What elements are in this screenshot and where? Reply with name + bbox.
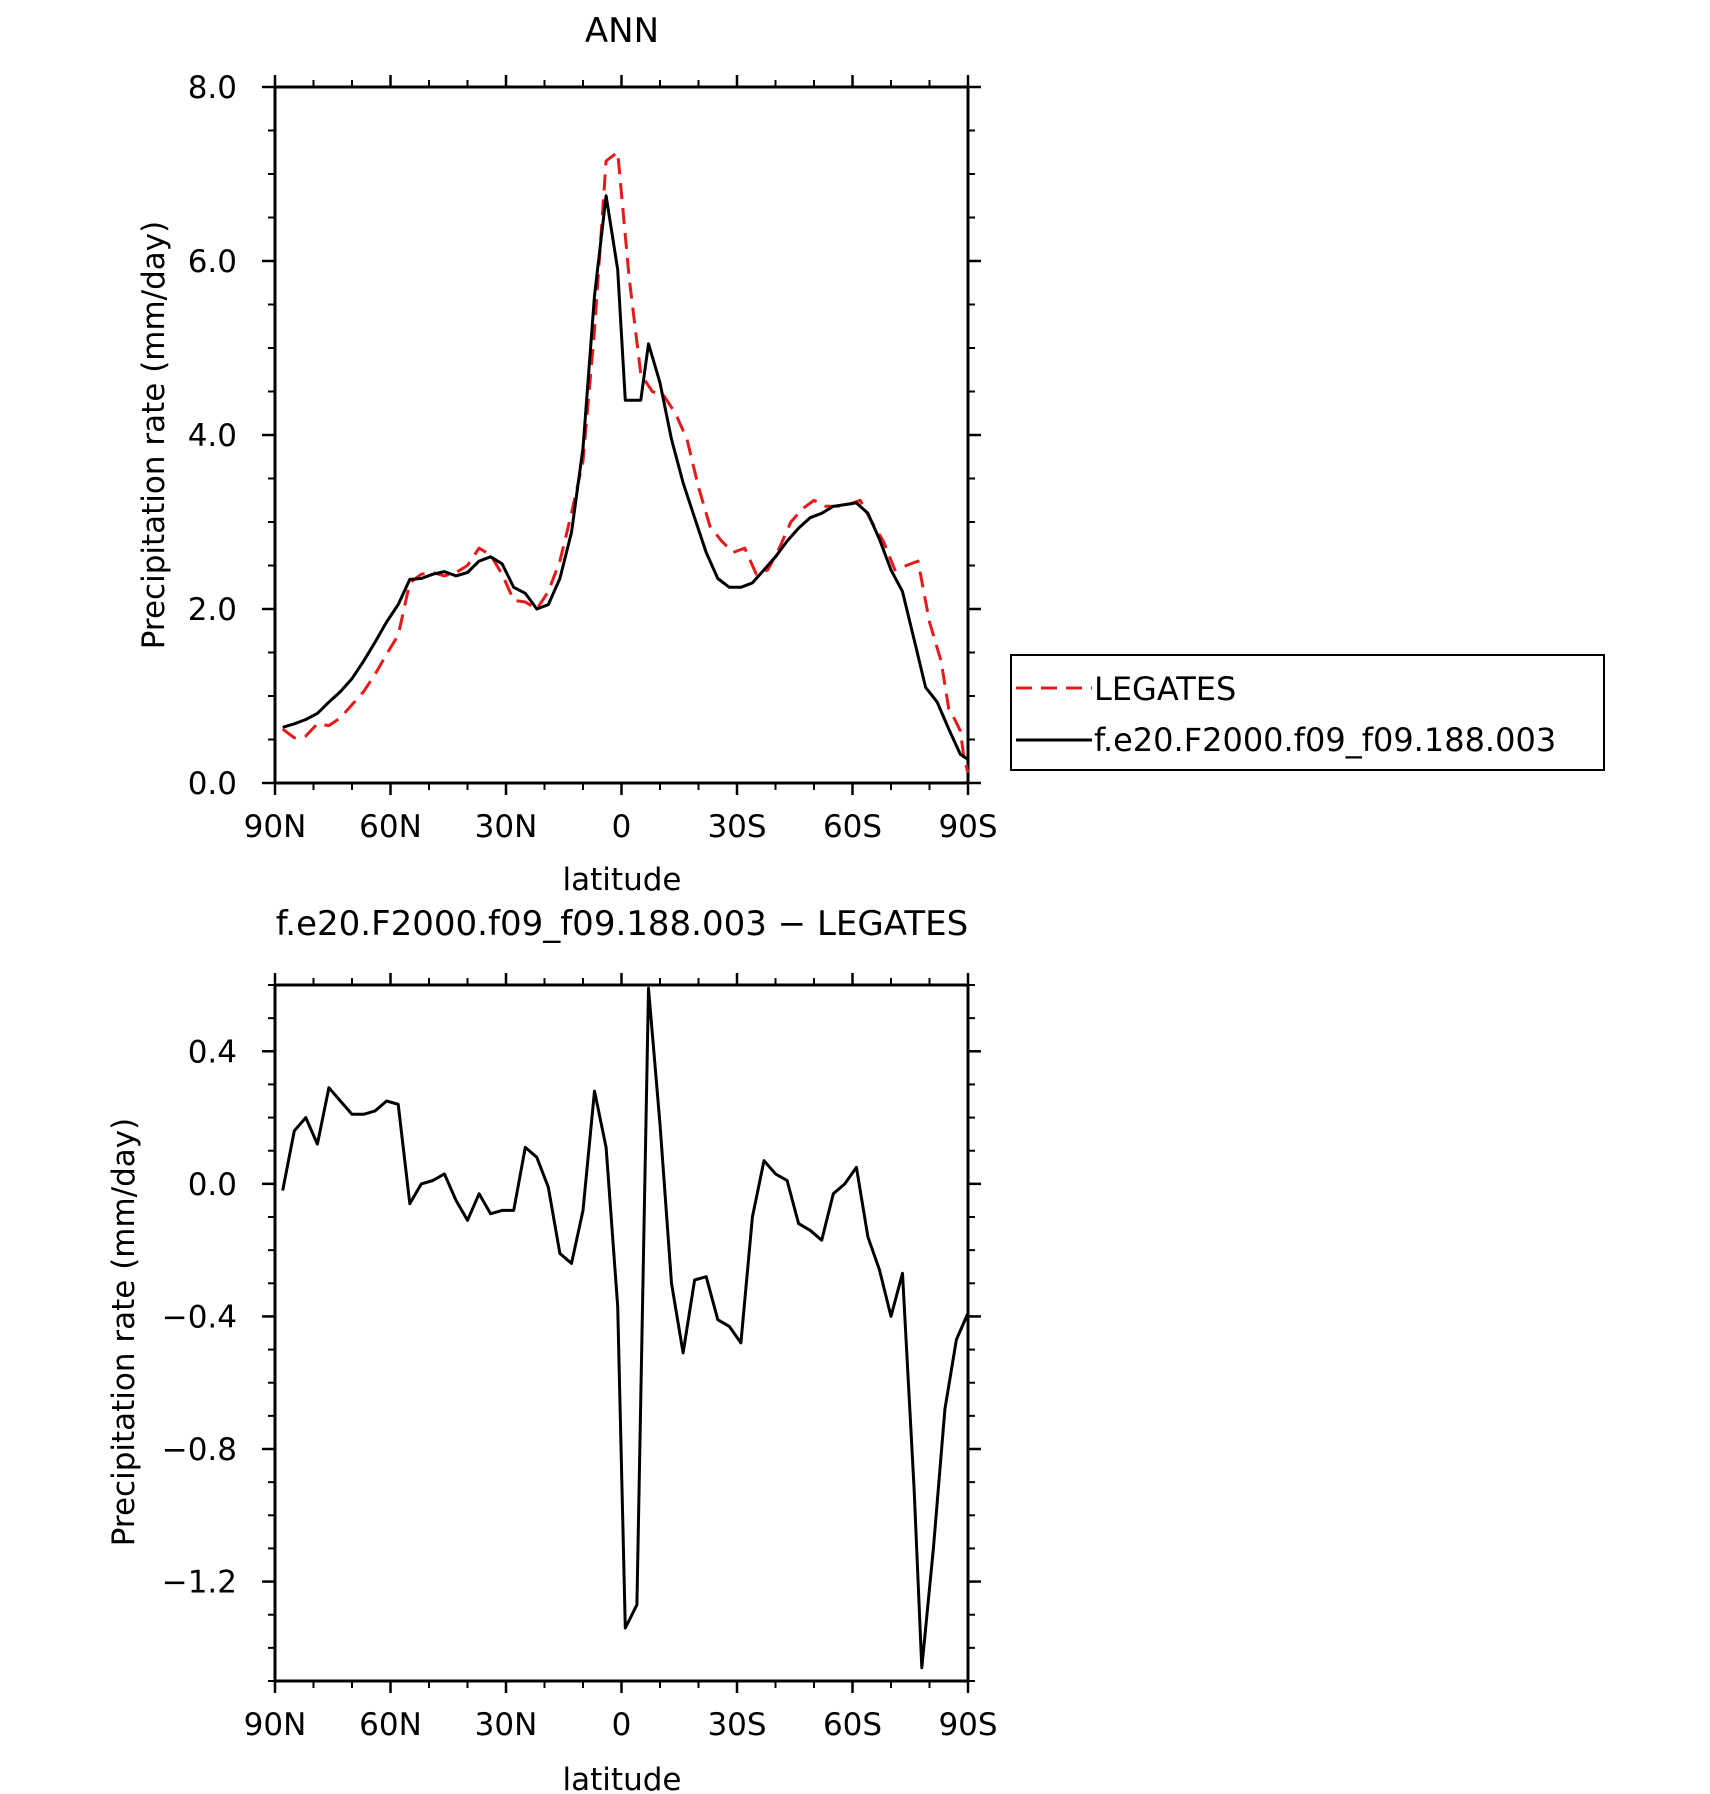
bottom-series-group xyxy=(281,986,970,1670)
top-x-tick-label: 0 xyxy=(612,809,632,845)
top-panel: ANN 90N 60N 30N 0 30S 60S 90S 0.0 2.0 4.0 6.0 8.0 P… xyxy=(136,11,1605,898)
bottom-x-tick-label: 60N xyxy=(359,1707,422,1743)
top-x-tick-label: 30N xyxy=(475,809,538,845)
top-x-tick-label: 60N xyxy=(359,809,422,845)
bottom-y-axis-label: Precipitation rate (mm/day) xyxy=(106,1118,142,1547)
bottom-x-tick-label: 90N xyxy=(244,1707,307,1743)
bottom-panel-title: f.e20.F2000.f09_f09.188.003 − LEGATES xyxy=(276,904,968,944)
top-series-line-legates xyxy=(281,150,970,774)
bottom-y-tick-label: −0.4 xyxy=(162,1299,237,1335)
top-y-tick-label: 8.0 xyxy=(188,70,237,106)
bottom-panel: f.e20.F2000.f09_f09.188.003 − LEGATES 90… xyxy=(106,904,998,1794)
legend: LEGATES f.e20.F2000.f09_f09.188.003 xyxy=(1010,654,1605,771)
top-series-line-f-e20-f2000-f09-f09-188-003 xyxy=(282,194,970,761)
top-y-tick-label: 0.0 xyxy=(188,766,237,802)
bottom-y-tick-label: −0.8 xyxy=(162,1432,237,1468)
bottom-x-tick-label: 90S xyxy=(938,1707,997,1743)
bottom-x-tick-label: 0 xyxy=(612,1707,632,1743)
bottom-y-tick-label: 0.4 xyxy=(188,1034,237,1070)
top-x-tick-label: 90S xyxy=(938,809,997,845)
bottom-x-tick-label: 60S xyxy=(823,1707,882,1743)
bottom-axis-ticks: 90N 60N 30N 0 30S 60S 90S 0.4 0.0 −0.4 −0.8 −1.2 xyxy=(162,973,998,1743)
bottom-plot-frame xyxy=(273,983,970,1683)
top-y-tick-label: 4.0 xyxy=(188,418,237,454)
legend-box xyxy=(1010,654,1605,771)
top-y-tick-label: 6.0 xyxy=(188,244,237,280)
top-axis-ticks: 90N 60N 30N 0 30S 60S 90S 0.0 2.0 4.0 6.0 8.0 xyxy=(188,70,998,845)
top-series-group xyxy=(281,150,970,774)
top-x-tick-label: 60S xyxy=(823,809,882,845)
bottom-y-tick-label: 0.0 xyxy=(188,1167,237,1203)
bottom-x-axis-label: latitude xyxy=(563,1762,682,1794)
bottom-x-tick-label: 30N xyxy=(475,1707,538,1743)
top-y-axis-label: Precipitation rate (mm/day) xyxy=(136,221,172,650)
top-y-tick-label: 2.0 xyxy=(188,592,237,628)
legend-label-model: f.e20.F2000.f09_f09.188.003 xyxy=(1094,721,1556,759)
top-panel-title: ANN xyxy=(585,11,659,51)
legend-label-legates: LEGATES xyxy=(1094,670,1236,708)
bottom-series-line-0 xyxy=(281,986,970,1670)
top-x-tick-label: 90N xyxy=(244,809,307,845)
top-x-axis-label: latitude xyxy=(563,862,682,898)
bottom-x-tick-label: 30S xyxy=(707,1707,766,1743)
top-x-tick-label: 30S xyxy=(707,809,766,845)
bottom-y-tick-label: −1.2 xyxy=(162,1565,237,1601)
